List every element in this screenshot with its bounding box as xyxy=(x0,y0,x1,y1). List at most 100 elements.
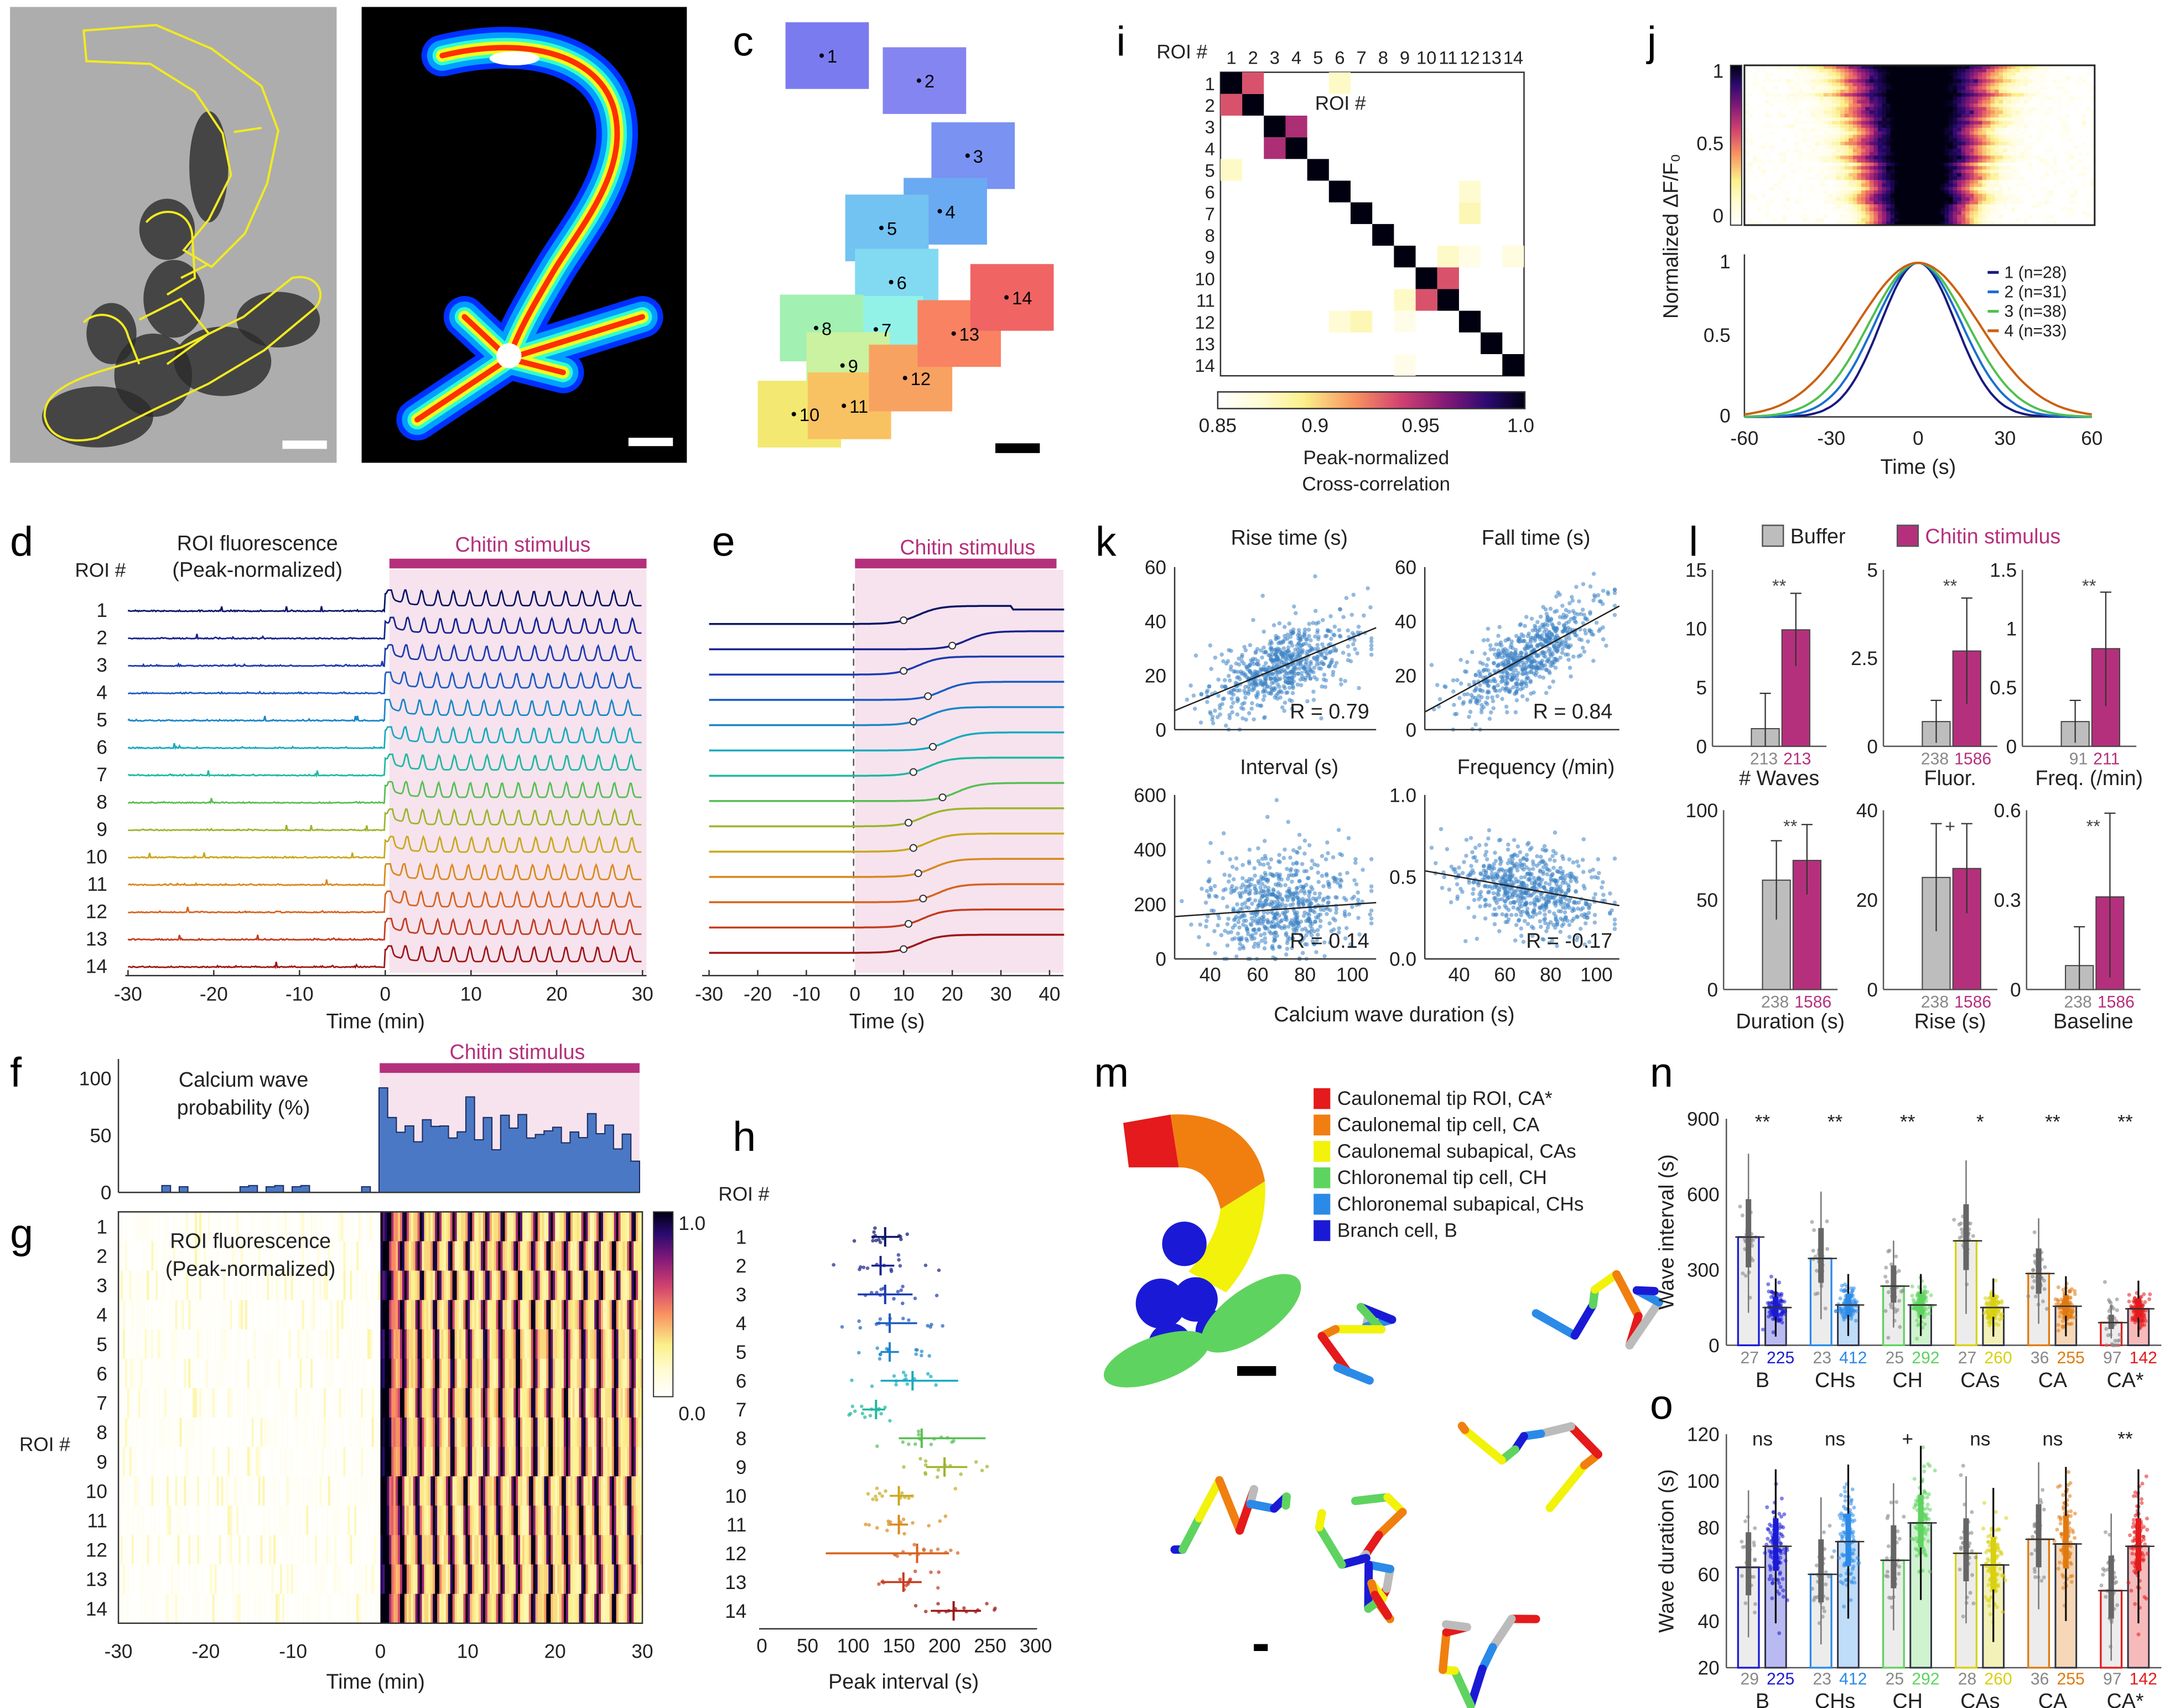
heatmap-cell xyxy=(1915,79,1920,84)
heatmap-cell xyxy=(216,1241,220,1271)
heatmap-cell xyxy=(1798,169,1804,174)
heatmap-cell xyxy=(535,1270,538,1301)
heatmap-cell xyxy=(1965,215,1970,219)
heatmap-cell xyxy=(1806,207,1812,212)
heatmap-cell xyxy=(1965,152,1970,157)
heatmap-cell xyxy=(565,1241,569,1271)
heatmap-cell xyxy=(496,1270,499,1301)
matrix-cell xyxy=(1458,310,1481,333)
heatmap-cell xyxy=(585,1212,589,1242)
heatmap-cell xyxy=(1832,186,1837,191)
heatmap-cell xyxy=(170,1212,174,1242)
heatmap-cell xyxy=(1923,186,1929,191)
heatmap-cell xyxy=(247,1241,250,1271)
heatmap-cell xyxy=(1911,183,1916,188)
heatmap-cell xyxy=(2061,211,2066,215)
heatmap-cell xyxy=(1957,65,1962,70)
heatmap-cell xyxy=(1919,93,1924,97)
heatmap-cell xyxy=(2069,93,2074,97)
heatmap-cell xyxy=(557,1241,560,1271)
heatmap-cell xyxy=(1849,65,1854,70)
heatmap-cell xyxy=(1923,155,1929,160)
heatmap-cell xyxy=(1840,173,1845,177)
heatmap-cell xyxy=(1765,159,1770,163)
heatmap-cell xyxy=(1877,215,1883,219)
heatmap-cell xyxy=(450,1241,453,1271)
heatmap-cell xyxy=(1803,79,1808,84)
heatmap-cell xyxy=(588,1270,591,1301)
heatmap-cell xyxy=(1915,69,1920,73)
heatmap-cell xyxy=(426,1270,429,1301)
heatmap-cell xyxy=(2011,72,2016,76)
heatmap-cell xyxy=(173,1300,176,1330)
heatmap-cell xyxy=(2048,169,2054,174)
heatmap-cell xyxy=(577,1270,580,1301)
heatmap-cell xyxy=(1761,90,1766,94)
heatmap-cell xyxy=(1932,148,1937,153)
heatmap-cell xyxy=(1811,113,1816,118)
heatmap-cell xyxy=(2069,113,2074,118)
heatmap-cell xyxy=(1857,138,1862,142)
heatmap-cell xyxy=(1786,148,1791,153)
heatmap-cell xyxy=(2015,204,2020,209)
heatmap-cell xyxy=(306,1300,309,1330)
heatmap-cell xyxy=(1969,159,1975,163)
heatmap-cell xyxy=(1961,186,1966,191)
heatmap-cell xyxy=(1748,221,1753,226)
heatmap-cell xyxy=(1969,173,1975,177)
heatmap-cell xyxy=(2032,145,2037,149)
onset-trace xyxy=(709,756,1065,777)
heatmap-cell xyxy=(1778,138,1783,142)
heatmap-cell xyxy=(1890,190,1895,195)
heatmap-cell xyxy=(1898,93,1903,97)
heatmap-cell xyxy=(1990,166,1995,170)
heatmap-cell xyxy=(1811,65,1816,70)
heatmap-cell xyxy=(1877,183,1883,188)
heatmap-cell xyxy=(1982,148,1987,153)
heatmap-cell xyxy=(1932,190,1937,195)
heatmap-cell xyxy=(1819,138,1824,142)
heatmap-cell xyxy=(1944,100,1949,104)
heatmap-cell xyxy=(1982,200,1987,205)
heatmap-cell xyxy=(1886,75,1891,80)
heatmap-cell xyxy=(1844,107,1849,111)
heatmap-cell xyxy=(297,1241,300,1271)
heatmap-cell xyxy=(2028,207,2033,212)
heatmap-cell xyxy=(1748,204,1753,209)
heatmap-cell xyxy=(2065,221,2070,226)
matrix-cell xyxy=(1394,354,1416,376)
heatmap-cell xyxy=(592,1270,595,1301)
heatmap-cell xyxy=(1757,82,1762,87)
heatmap-cell xyxy=(2061,200,2066,205)
matrix-cell xyxy=(1285,115,1307,138)
heatmap-cell xyxy=(548,1212,552,1242)
heatmap-cell xyxy=(2015,186,2020,191)
heatmap-cell xyxy=(1903,186,1908,191)
heatmap-cell xyxy=(1957,176,1962,181)
heatmap-cell xyxy=(1969,186,1975,191)
heatmap-cell xyxy=(2078,142,2083,146)
tick-label: 0 xyxy=(1713,205,1724,227)
heatmap-cell xyxy=(1915,218,1920,222)
heatmap-cell xyxy=(2020,197,2024,201)
heatmap-cell xyxy=(1828,186,1832,191)
heatmap-cell xyxy=(1794,162,1799,167)
heatmap-cell xyxy=(1882,72,1887,76)
roi-center xyxy=(951,331,956,336)
heatmap-cell xyxy=(620,1270,624,1301)
heatmap-cell xyxy=(505,1241,508,1271)
heatmap-cell xyxy=(2090,159,2095,163)
heatmap-cell xyxy=(1990,107,1995,111)
heatmap-cell xyxy=(553,1241,556,1271)
heatmap-cell xyxy=(1844,142,1849,146)
heatmap-cell xyxy=(1857,65,1862,70)
heatmap-cell xyxy=(1894,218,1899,222)
heatmap-cell xyxy=(1786,211,1791,215)
heatmap-cell xyxy=(1852,103,1858,108)
heatmap-cell xyxy=(1790,65,1795,70)
heatmap-cell xyxy=(207,1241,211,1271)
heatmap-cell xyxy=(2078,218,2083,222)
heatmap-cell xyxy=(2065,145,2070,149)
heatmap-cell xyxy=(227,1270,231,1301)
heatmap-cell xyxy=(1974,82,1979,87)
